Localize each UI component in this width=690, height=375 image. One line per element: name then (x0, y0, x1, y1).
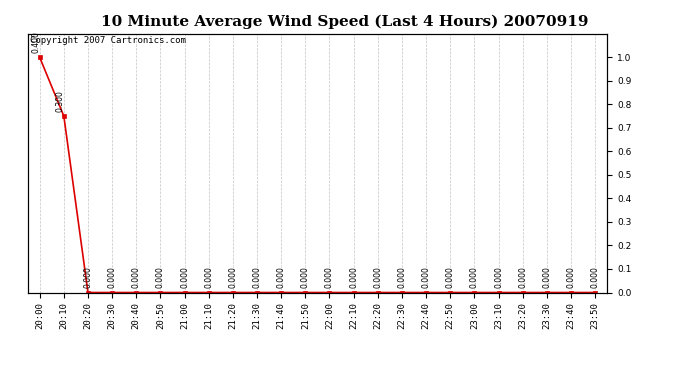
Text: 0.000: 0.000 (325, 267, 334, 288)
Text: 0.000: 0.000 (518, 267, 527, 288)
Text: 0.000: 0.000 (301, 267, 310, 288)
Text: 0.000: 0.000 (446, 267, 455, 288)
Text: 0.000: 0.000 (180, 267, 189, 288)
Text: 0.000: 0.000 (373, 267, 382, 288)
Text: 0.400: 0.400 (31, 31, 40, 53)
Text: 0.000: 0.000 (253, 267, 262, 288)
Text: Copyright 2007 Cartronics.com: Copyright 2007 Cartronics.com (30, 36, 186, 45)
Text: 10 Minute Average Wind Speed (Last 4 Hours) 20070919: 10 Minute Average Wind Speed (Last 4 Hou… (101, 15, 589, 29)
Text: 0.000: 0.000 (83, 267, 92, 288)
Text: 0.000: 0.000 (470, 267, 479, 288)
Text: 0.000: 0.000 (494, 267, 503, 288)
Text: 0.000: 0.000 (228, 267, 237, 288)
Text: 0.000: 0.000 (349, 267, 358, 288)
Text: 0.000: 0.000 (397, 267, 406, 288)
Text: 0.000: 0.000 (277, 267, 286, 288)
Text: 0.000: 0.000 (108, 267, 117, 288)
Text: 0.000: 0.000 (542, 267, 551, 288)
Text: 0.000: 0.000 (422, 267, 431, 288)
Text: 0.000: 0.000 (132, 267, 141, 288)
Text: 0.300: 0.300 (55, 90, 64, 112)
Text: 0.000: 0.000 (566, 267, 575, 288)
Text: 0.000: 0.000 (591, 267, 600, 288)
Text: 0.000: 0.000 (204, 267, 213, 288)
Text: 0.000: 0.000 (156, 267, 165, 288)
